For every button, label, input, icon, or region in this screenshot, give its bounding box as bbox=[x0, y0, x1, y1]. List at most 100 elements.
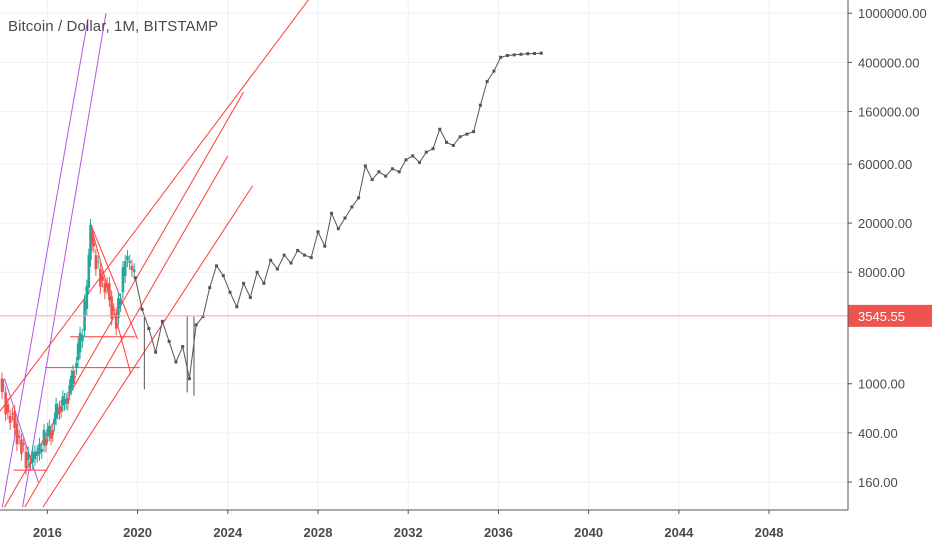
projection-point bbox=[512, 53, 516, 57]
candle-body bbox=[61, 396, 65, 405]
candle-body bbox=[94, 255, 98, 270]
candle-body bbox=[70, 375, 73, 389]
channel-line bbox=[89, 222, 139, 340]
candle-body bbox=[96, 261, 100, 263]
candle-body bbox=[85, 285, 89, 310]
candle-body bbox=[81, 334, 84, 342]
candle-body bbox=[29, 461, 32, 465]
projection-point bbox=[282, 253, 286, 257]
candle-body bbox=[6, 404, 10, 413]
projection-point bbox=[255, 270, 259, 274]
projection-point bbox=[289, 261, 293, 265]
projection-point bbox=[370, 178, 374, 182]
y-tick-label: 1000.00 bbox=[858, 377, 905, 392]
projection-point bbox=[275, 267, 279, 271]
projection-point bbox=[269, 258, 273, 262]
candle-body bbox=[114, 313, 118, 329]
y-tick-label: 160.00 bbox=[858, 475, 898, 490]
candle-body bbox=[26, 452, 30, 461]
candle-body bbox=[126, 256, 129, 261]
candle-body bbox=[66, 398, 70, 404]
projection-point bbox=[438, 127, 442, 131]
y-tick-label: 1000000.00 bbox=[858, 6, 927, 21]
projection-point bbox=[296, 248, 300, 252]
projection-point bbox=[492, 69, 496, 73]
projection-point bbox=[451, 143, 455, 147]
candle-body bbox=[33, 451, 37, 460]
x-tick-label: 2016 bbox=[33, 525, 62, 540]
x-tick-label: 2020 bbox=[123, 525, 152, 540]
candle-body bbox=[89, 224, 92, 260]
y-tick-label: 160000.00 bbox=[858, 105, 919, 120]
projection-point bbox=[478, 103, 482, 107]
candle-body bbox=[63, 399, 66, 404]
candle-body bbox=[17, 435, 21, 438]
x-tick-label: 2024 bbox=[213, 525, 243, 540]
y-tick-label: 400000.00 bbox=[858, 55, 919, 70]
candle-body bbox=[20, 439, 23, 454]
candle-body bbox=[92, 243, 96, 247]
projection-point bbox=[363, 164, 367, 168]
candle-body bbox=[64, 399, 68, 403]
candle-body bbox=[0, 378, 4, 392]
projection-point bbox=[194, 323, 198, 327]
projection-point bbox=[302, 253, 306, 257]
candle-body bbox=[132, 269, 136, 272]
projection-point bbox=[174, 360, 178, 364]
candle-body bbox=[44, 438, 48, 446]
x-tick-label: 2032 bbox=[394, 525, 423, 540]
candle-body bbox=[123, 261, 127, 277]
candle-body bbox=[24, 451, 28, 469]
candle-body bbox=[128, 260, 131, 264]
projection-point bbox=[417, 160, 421, 164]
projection-point bbox=[431, 147, 435, 151]
candle-body bbox=[108, 283, 111, 301]
projection-point bbox=[505, 53, 509, 57]
projection-point bbox=[248, 295, 252, 299]
projection-point bbox=[187, 377, 191, 381]
projection-point bbox=[526, 52, 530, 56]
candle-body bbox=[46, 428, 49, 437]
projection-point bbox=[533, 52, 537, 56]
projection-point bbox=[323, 244, 327, 248]
projection-point bbox=[350, 205, 354, 209]
x-tick-label: 2036 bbox=[484, 525, 513, 540]
projection-point bbox=[147, 327, 151, 331]
x-tick-label: 2044 bbox=[664, 525, 694, 540]
candle-body bbox=[59, 405, 63, 412]
projection-point bbox=[397, 170, 401, 174]
candle-body bbox=[48, 425, 51, 435]
x-tick-label: 2028 bbox=[304, 525, 333, 540]
candle-body bbox=[90, 231, 94, 245]
candle-body bbox=[76, 343, 80, 361]
projection-point bbox=[445, 140, 449, 144]
candle-body bbox=[51, 430, 55, 435]
candle-body bbox=[101, 276, 104, 281]
projection-point bbox=[472, 130, 476, 134]
candle-body bbox=[49, 432, 53, 439]
projection-point bbox=[485, 80, 489, 84]
grid-lines bbox=[0, 0, 848, 510]
channel-line bbox=[24, 155, 229, 508]
candle-body bbox=[15, 423, 19, 445]
candle-body bbox=[75, 363, 78, 368]
last-price-label: 3545.55 bbox=[858, 309, 905, 324]
projection-point bbox=[262, 281, 266, 285]
y-tick-label: 400.00 bbox=[858, 426, 898, 441]
candle-body bbox=[73, 375, 77, 378]
candle-body bbox=[130, 265, 134, 271]
projection-point bbox=[411, 154, 415, 158]
projection-point bbox=[330, 211, 334, 215]
candle-body bbox=[58, 406, 61, 413]
projection-point bbox=[499, 55, 503, 59]
candle-body bbox=[56, 409, 60, 413]
projection-point bbox=[167, 339, 171, 343]
candle-body bbox=[53, 418, 56, 425]
projection-point bbox=[181, 345, 185, 349]
channel-line bbox=[0, 0, 309, 412]
projection-point bbox=[377, 170, 381, 174]
projection-point bbox=[519, 52, 523, 56]
candle-body bbox=[38, 443, 41, 455]
